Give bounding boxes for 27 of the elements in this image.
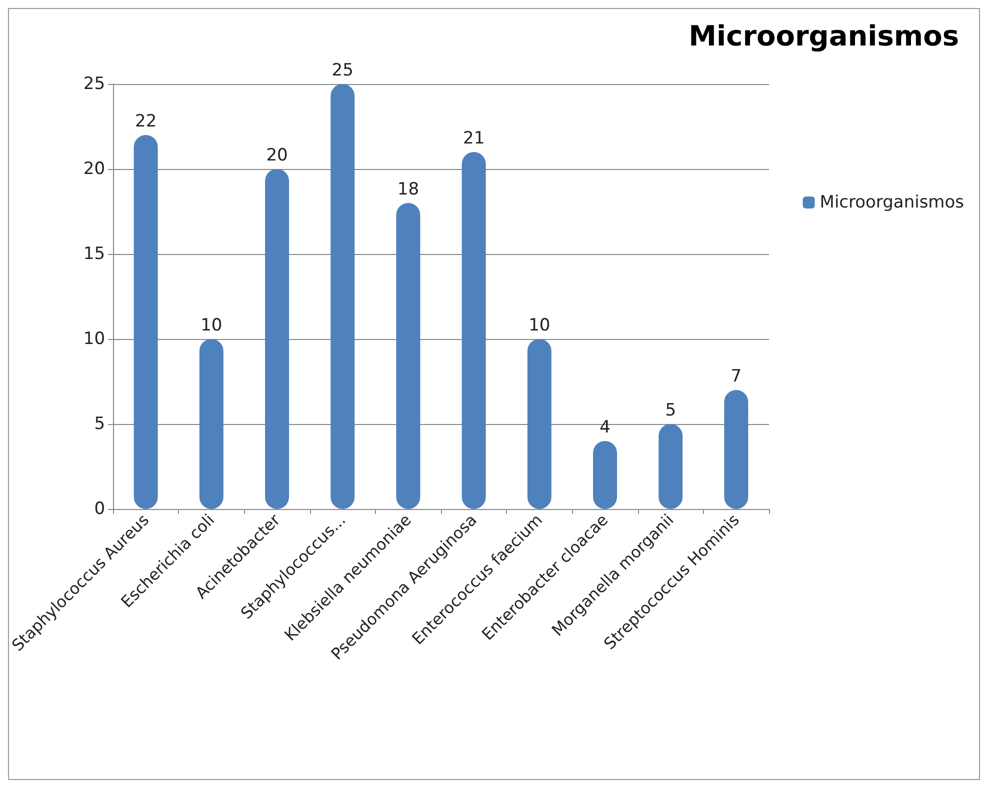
data-label: 20 [266, 146, 288, 166]
data-label: 21 [462, 128, 485, 148]
chart-title: Microorganismos [688, 20, 960, 52]
bar [134, 135, 158, 509]
bar [396, 203, 420, 509]
y-tick-label: 15 [83, 244, 106, 264]
data-label: 22 [135, 112, 157, 132]
y-tick-label: 5 [94, 414, 106, 434]
data-label: 5 [665, 400, 676, 420]
bar [462, 152, 486, 509]
bar [199, 339, 224, 509]
y-tick-label: 25 [83, 74, 106, 94]
data-label: 18 [397, 180, 420, 200]
bar [330, 84, 355, 509]
data-label: 7 [730, 366, 742, 386]
legend-label: Microorganismos [820, 192, 964, 212]
data-label: 25 [332, 60, 354, 80]
y-tick-label: 10 [83, 329, 106, 349]
y-tick-label: 0 [94, 499, 106, 519]
bar [527, 339, 552, 509]
y-tick-label: 20 [83, 159, 106, 179]
bar [265, 169, 290, 509]
bar [658, 424, 683, 509]
data-label: 10 [200, 316, 222, 336]
bar [724, 390, 748, 509]
data-label: 10 [528, 316, 550, 336]
data-label: 4 [600, 418, 610, 438]
